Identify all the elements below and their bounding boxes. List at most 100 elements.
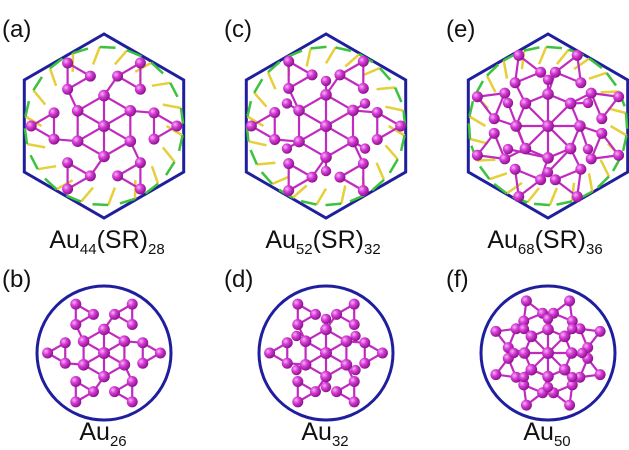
panel-e-tri-atom [499,88,510,99]
panel-e-tri-atom [586,88,597,99]
panel-b-tri-atom [137,337,148,348]
panel-c-tri-atom [246,121,257,132]
panel-c-sulfur-bond [377,163,384,180]
panel-e-carbon-bond [469,101,472,116]
panel-label-f: (f) [446,268,469,292]
panel-e-sulfur-bond [487,76,495,93]
panel-c-sulfur-bond [317,189,327,205]
panel-e-inner-atom [565,98,577,110]
panel-c-tri-atom [307,172,318,183]
panel-e-tri-atom [586,153,597,164]
panel-c-sulfur-bond [363,68,380,75]
panel-a-inner-atom [72,135,84,147]
panel-a-tri-atom [171,121,182,132]
panel-c-tri-atom [358,185,369,196]
panel-a-inner-atom [72,105,84,117]
panel-e-carbon-bond [469,123,470,139]
core-caption-f: Au50 [502,420,592,449]
formula-c: Au52(SR)32 [238,228,408,257]
panel-e-sulfur-bond [527,188,539,203]
panel-b-tri-atom [70,319,81,330]
panel-f-tri-atom [490,369,501,380]
panel-e-carbon-bond [623,135,626,150]
panel-e-ring-atom [503,98,513,108]
panel-e-tri-atom [572,191,583,202]
panel-f-ring-atom [577,348,587,358]
panel-a-sulfur-bond [163,147,175,161]
panel-e-sulfur-bond [550,188,557,205]
panel-c-tri-atom [283,158,294,169]
panel-e-tri-atom [575,164,586,175]
panel-e-inner-atom [510,120,522,132]
panel-e-sulfur-bond [469,117,485,127]
panel-e-tri-atom [513,191,524,202]
panel-b-tri-atom [109,309,120,320]
panel-d-tri-atom [310,309,321,320]
panel-c-sulfur-bond [386,107,404,111]
panel-a-tri-atom [112,170,123,181]
panel-d-tri-atom [349,299,360,310]
panel-e-ring-atom [543,167,553,177]
panel-c-sulfur-bond [248,141,266,145]
panel-e-tri-atom [510,77,521,88]
panel-label-b: (b) [2,268,31,292]
panel-c-tri-atom [334,172,345,183]
panel-c-ring-atom [360,98,370,108]
panel-a-tri-atom [85,71,96,82]
panel-a-carbon-bond [170,83,177,97]
panel-e-tri-atom [489,113,500,124]
panel-a-inner-atom [125,135,137,147]
panel-f-inner-atom [559,364,571,376]
panel-a-sulfur-bond [115,50,127,64]
panel-c-ring-atom [321,76,331,86]
panel-a-sulfur-bond [33,90,45,104]
panel-e-inner-atom [565,143,577,155]
panel-d-tri-atom [349,376,360,387]
panel-c-ring-atom [282,143,292,153]
panel-b-tri-atom [109,386,120,397]
panel-b-tri-atom [88,386,99,397]
panel-e-sulfur-bond [539,47,546,64]
panel-c-center-atom [320,120,332,132]
panel-a-sulfur-bond [50,68,56,86]
panel-c-carbon-bond [251,150,257,164]
panel-a-tri-atom [149,107,160,118]
panel-e-tri-atom [575,77,586,88]
panel-d-tri-atom [264,348,275,359]
panel-f-center-atom [542,347,554,359]
panel-a-sulfur-bond [152,83,170,86]
panel-c-sulfur-bond [254,93,266,107]
panel-label-c: (c) [224,18,252,42]
panel-b-tri-atom [127,299,138,310]
panel-c-tri-atom [358,56,369,67]
panel-d-tri-atom [331,309,342,320]
panel-b-inner-atom [98,371,110,383]
panel-e-ring-atom [583,98,593,108]
panel-e-center-atom [542,120,554,132]
panel-e-carbon-bond [607,73,616,86]
panel-a-carbon-bond [93,204,109,205]
panel-e-inner-atom [542,88,554,100]
panel-a-tri-atom [112,71,123,82]
panel-d-inner-atom [320,371,332,383]
panel-f-inner-atom [519,347,531,359]
panel-a-tri-atom [149,134,160,145]
panel-e-tri-atom [472,150,483,161]
panel-e-sulfur-bond [470,139,488,144]
panel-a-tri-atom [49,134,60,145]
panel-d-inner-atom [341,359,353,371]
panel-a-sulfur-bond [38,166,56,169]
panel-f-inner-atom [566,347,578,359]
panel-a-tri-atom [62,57,73,68]
panel-d-tri-atom [359,337,370,348]
panel-d-inner-atom [300,359,312,371]
panel-c-inner-atom [293,136,305,148]
panel-d-tri-atom [377,348,388,359]
panel-c-inner-atom [347,105,359,117]
panel-e-tri-atom [510,164,521,175]
panel-c-carbon-bond [254,79,262,93]
panel-a-inner-atom [125,105,137,117]
panel-e-tri-atom [489,128,500,139]
panel-f-inner-atom [542,324,554,336]
panel-c-sulfur-bond [386,145,398,159]
